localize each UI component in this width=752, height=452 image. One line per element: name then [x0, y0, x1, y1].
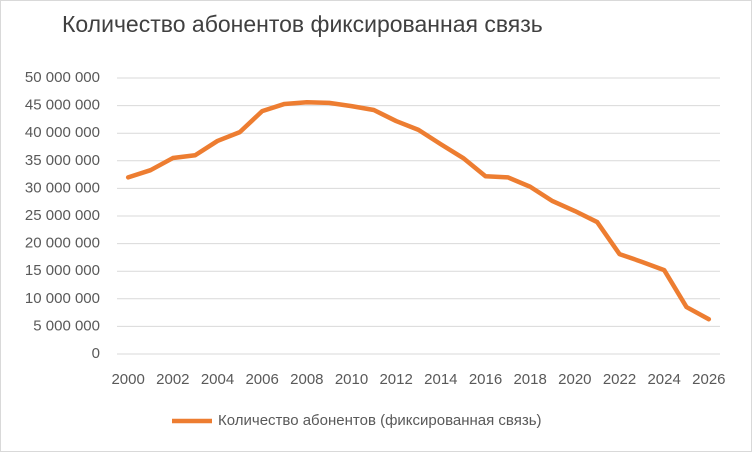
- y-tick-label: 45 000 000: [25, 97, 100, 114]
- x-tick-label: 2004: [201, 371, 234, 388]
- y-tick-label: 10 000 000: [25, 290, 100, 307]
- x-tick-label: 2022: [603, 371, 636, 388]
- y-tick-label: 15 000 000: [25, 262, 100, 279]
- y-tick-label: 40 000 000: [25, 124, 100, 141]
- x-tick-label: 2020: [558, 371, 591, 388]
- y-tick-label: 20 000 000: [25, 235, 100, 252]
- x-tick-label: 2014: [424, 371, 457, 388]
- legend-label: Количество абонентов (фиксированная связ…: [218, 412, 542, 429]
- y-tick-label: 50 000 000: [25, 69, 100, 86]
- x-tick-label: 2024: [647, 371, 680, 388]
- y-tick-label: 35 000 000: [25, 152, 100, 169]
- x-tick-label: 2002: [156, 371, 189, 388]
- y-tick-label: 25 000 000: [25, 207, 100, 224]
- data-line: [125, 100, 712, 322]
- chart-title: Количество абонентов фиксированная связь: [62, 11, 543, 37]
- y-tick-label: 5 000 000: [33, 317, 100, 334]
- x-tick-label: 2008: [290, 371, 323, 388]
- x-tick-label: 2000: [111, 371, 144, 388]
- x-tick-label: 2012: [379, 371, 412, 388]
- x-tick-label: 2006: [245, 371, 278, 388]
- y-tick-label: 30 000 000: [25, 179, 100, 196]
- x-tick-label: 2016: [469, 371, 502, 388]
- y-tick-label: 0: [92, 345, 100, 362]
- x-tick-label: 2026: [692, 371, 725, 388]
- x-tick-label: 2010: [335, 371, 368, 388]
- x-tick-label: 2018: [513, 371, 546, 388]
